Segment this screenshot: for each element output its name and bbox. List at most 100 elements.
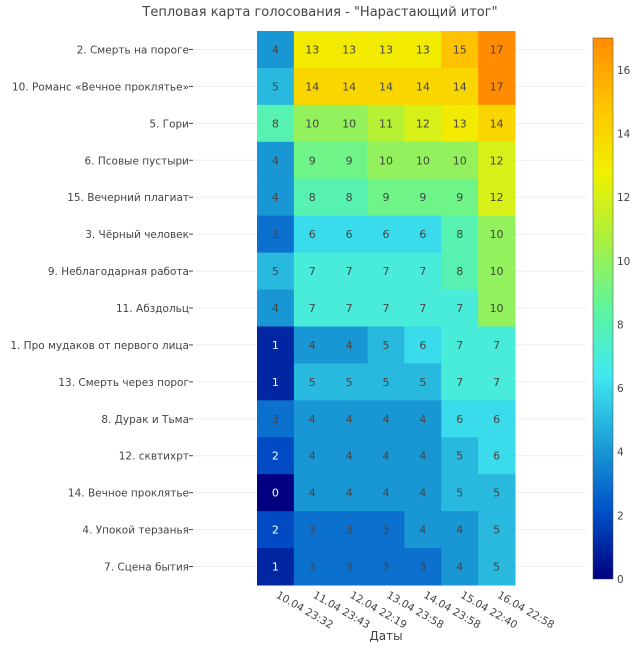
chart-title: Тепловая карта голосования - "Нарастающи… — [141, 5, 497, 20]
heatmap-cell — [293, 215, 332, 254]
heatmap-cell — [330, 178, 369, 217]
cell-value-label: 4 — [419, 487, 426, 500]
heatmap-cell — [330, 474, 369, 512]
heatmap-cell — [257, 474, 295, 512]
cell-value-label: 7 — [493, 339, 500, 352]
heatmap-cell — [293, 548, 332, 586]
cell-value-label: 5 — [383, 339, 390, 352]
cell-value-label: 4 — [383, 450, 390, 463]
cell-value-label: 13 — [453, 117, 467, 130]
heatmap-cell — [293, 104, 332, 143]
heatmap-cell — [330, 252, 369, 291]
cell-value-label: 5 — [346, 376, 353, 389]
heatmap-cell — [478, 215, 516, 254]
heatmap-cell — [441, 141, 479, 180]
heatmap-cell — [367, 511, 405, 549]
heatmap-cell — [257, 104, 295, 143]
cell-value-label: 7 — [493, 376, 500, 389]
cell-value-label: 9 — [456, 191, 463, 204]
cell-value-label: 2 — [272, 450, 279, 463]
y-tick-label: 12. сквтихрт — [119, 451, 189, 463]
cell-value-label: 6 — [493, 413, 500, 426]
colorbar-tick-label: 2 — [617, 510, 624, 522]
cell-value-label: 13 — [416, 43, 430, 56]
heatmap-cell — [441, 67, 479, 106]
heatmap-cell — [367, 289, 405, 327]
cell-value-label: 10 — [416, 154, 430, 167]
colorbar-tick-label: 12 — [617, 192, 630, 204]
heatmap-cell — [257, 511, 295, 549]
cell-value-label: 4 — [272, 191, 279, 204]
cell-value-label: 7 — [346, 265, 353, 278]
heatmap-cell — [367, 400, 405, 438]
y-tick-label: 5. Гори — [149, 118, 189, 130]
cell-value-label: 4 — [456, 524, 463, 537]
cell-value-label: 7 — [456, 376, 463, 389]
cell-value-label: 4 — [419, 450, 426, 463]
heatmap-cell — [441, 511, 479, 549]
heatmap-cell — [257, 141, 295, 180]
cell-value-label: 4 — [309, 487, 316, 500]
cell-value-label: 11 — [379, 117, 393, 130]
heatmap-cell — [404, 141, 442, 180]
heatmap-cell — [330, 400, 369, 438]
heatmap-cell — [330, 289, 369, 327]
heatmap-cell — [367, 252, 405, 291]
heatmap-cell — [441, 289, 479, 327]
heatmap-cell — [478, 474, 516, 512]
cell-value-label: 1 — [272, 561, 279, 574]
heatmap-cell — [441, 437, 479, 475]
cell-value-label: 6 — [309, 228, 316, 241]
cell-value-label: 4 — [272, 154, 279, 167]
cell-value-label: 5 — [272, 80, 279, 93]
heatmap-cell — [441, 215, 479, 254]
cell-value-label: 5 — [419, 376, 426, 389]
cell-value-label: 12 — [490, 191, 504, 204]
heatmap-cell — [441, 252, 479, 291]
heatmap-cell — [404, 215, 442, 254]
heatmap-cell — [293, 67, 332, 106]
colorbar-ticks: 0 2 4 6 8 10 12 14 16 — [617, 65, 631, 586]
y-tick-label: 10. Романс «Вечное проклятье» — [12, 81, 189, 93]
heatmap-cell — [478, 252, 516, 291]
cell-value-label: 4 — [383, 487, 390, 500]
cell-value-label: 10 — [305, 117, 319, 130]
heatmap-cell — [330, 67, 369, 106]
cell-value-label: 8 — [309, 191, 316, 204]
y-tick-label: 9. Неблагодарная работа — [48, 266, 189, 278]
heatmap-cell — [404, 474, 442, 512]
cell-value-label: 10 — [490, 228, 504, 241]
cell-value-label: 7 — [309, 302, 316, 315]
heatmap-cell — [441, 31, 479, 69]
heatmap-cell — [404, 178, 442, 217]
cell-value-label: 10 — [453, 154, 467, 167]
cell-value-label: 3 — [346, 524, 353, 537]
heatmap-cell — [441, 400, 479, 438]
x-axis-title: Даты — [369, 629, 402, 643]
heatmap-cell — [257, 215, 295, 254]
cell-value-label: 3 — [383, 561, 390, 574]
cell-value-label: 6 — [456, 413, 463, 426]
colorbar-tick-label: 14 — [617, 128, 631, 140]
heatmap-cell — [441, 363, 479, 401]
cell-value-label: 4 — [383, 413, 390, 426]
cell-value-label: 5 — [493, 487, 500, 500]
heatmap-cell — [478, 548, 516, 586]
cell-value-label: 5 — [272, 265, 279, 278]
cell-value-label: 4 — [309, 413, 316, 426]
heatmap-cell — [257, 548, 295, 586]
cell-value-label: 5 — [493, 561, 500, 574]
y-tick-label: 13. Смерть через порог — [58, 377, 189, 389]
heatmap-cell — [478, 31, 516, 69]
cell-value-label: 4 — [346, 450, 353, 463]
cell-value-label: 14 — [342, 80, 356, 93]
cell-value-label: 14 — [416, 80, 430, 93]
heatmap-cell — [404, 326, 442, 364]
heatmap-cell — [257, 289, 295, 327]
cell-value-label: 4 — [309, 450, 316, 463]
cell-value-label: 7 — [383, 265, 390, 278]
cell-value-label: 8 — [346, 191, 353, 204]
heatmap-cell — [293, 178, 332, 217]
heatmap-cell — [257, 437, 295, 475]
